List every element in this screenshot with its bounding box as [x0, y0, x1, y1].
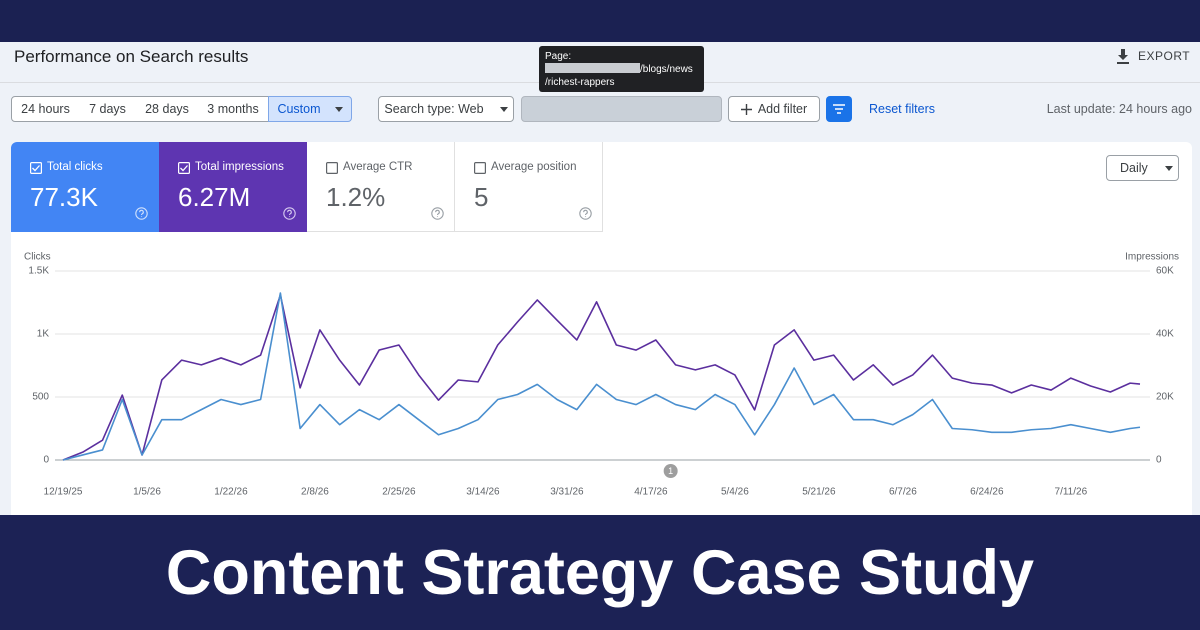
search-type-label: Search type: Web	[384, 102, 484, 116]
x-tick-label: 5/21/26	[802, 487, 836, 498]
range-button[interactable]: 24 hours	[11, 96, 80, 122]
y2-tick-label: 20K	[1156, 392, 1174, 403]
series-line	[62, 294, 1141, 461]
page-title: Performance on Search results	[14, 47, 249, 66]
redacted	[545, 63, 640, 73]
range-button[interactable]: 3 months	[198, 96, 269, 122]
metric-tile[interactable]: Total clicks 77.3K	[11, 142, 159, 232]
range-button-selected[interactable]: Custom	[268, 96, 352, 122]
x-tick-label: 2/25/26	[382, 487, 416, 498]
checkbox	[474, 162, 486, 174]
help-icon[interactable]	[135, 207, 148, 220]
granularity-label: Daily	[1120, 161, 1148, 175]
x-tick-label: 2/8/26	[301, 487, 329, 498]
metric-tile[interactable]: Average CTR 1.2%	[307, 142, 455, 232]
metric-value: 77.3K	[30, 182, 98, 212]
export-button[interactable]: EXPORT	[1116, 46, 1190, 66]
y2-tick-label: 0	[1156, 455, 1162, 466]
search-type-dropdown[interactable]: Search type: Web	[378, 96, 514, 122]
series-line	[62, 292, 1141, 461]
x-tick-label: 6/7/26	[889, 487, 917, 498]
x-tick-label: 6/24/26	[970, 487, 1004, 498]
metric-label: Total clicks	[47, 161, 103, 173]
y-tick-label: 500	[32, 392, 49, 403]
plus-icon	[740, 103, 752, 115]
range-label: Custom	[277, 102, 321, 116]
annotation-label: 1	[668, 466, 673, 476]
metric-label: Average CTR	[343, 161, 413, 173]
y-tick-label: 1K	[37, 329, 50, 340]
metric-label: Total impressions	[195, 161, 284, 173]
y2-tick-label: 60K	[1156, 266, 1174, 277]
help-icon[interactable]	[579, 207, 592, 220]
add-filter-button[interactable]: Add filter	[728, 96, 820, 122]
checkbox-checked	[30, 162, 42, 174]
tooltip-path: /blogs/news	[545, 63, 698, 76]
chart: 0 500 1K 1.5K 0 20K 40K 60K 12/19/25 1/5/26 1/22/2…	[24, 252, 1179, 498]
y-tick-label: 1.5K	[28, 266, 49, 277]
range-button[interactable]: 28 days	[136, 96, 199, 122]
help-icon[interactable]	[431, 207, 444, 220]
help-icon[interactable]	[283, 207, 296, 220]
tooltip-label: Page:	[545, 51, 572, 62]
last-update: Last update: 24 hours ago	[1046, 102, 1192, 116]
reset-filters-link[interactable]: Reset filters	[869, 102, 935, 116]
y2-tick-label: 40K	[1156, 329, 1174, 340]
filter-icon-button[interactable]	[826, 96, 852, 122]
banner: Content Strategy Case Study	[0, 515, 1200, 630]
add-filter-label: Add filter	[757, 102, 808, 116]
dropdown-arrow	[1164, 165, 1173, 171]
export-label: EXPORT	[1138, 49, 1191, 63]
metric-value: 1.2%	[326, 182, 386, 212]
checkbox	[326, 162, 338, 174]
tooltip: Page: /blogs/news /richest-rappers	[539, 46, 704, 92]
metric-value: 6.27M	[178, 182, 251, 212]
download-icon	[1117, 49, 1129, 64]
metric-tile[interactable]: Average position 5	[455, 142, 603, 232]
x-tick-label: 4/17/26	[634, 487, 668, 498]
x-tick-label: 1/22/26	[214, 487, 248, 498]
checkbox-checked	[178, 162, 190, 174]
axis-title: Impressions	[1125, 252, 1179, 263]
x-tick-label: 12/19/25	[44, 487, 83, 498]
x-tick-label: 5/4/26	[721, 487, 749, 498]
annotation-marker	[663, 464, 678, 478]
y-tick-label: 0	[43, 455, 49, 466]
tooltip-path-part: /blogs/news	[640, 64, 693, 75]
dropdown-arrow	[499, 106, 508, 112]
filter-input[interactable]	[521, 96, 722, 122]
x-tick-label: 3/14/26	[466, 487, 500, 498]
metric-value: 5	[474, 182, 489, 212]
x-tick-label: 3/31/26	[550, 487, 584, 498]
dropdown-arrow	[334, 106, 343, 112]
filter-icon	[833, 104, 845, 114]
x-tick-label: 7/11/26	[1055, 487, 1088, 498]
granularity-dropdown[interactable]: Daily	[1106, 155, 1179, 181]
x-tick-label: 1/5/26	[133, 487, 161, 498]
metric-tile[interactable]: Total impressions 6.27M	[159, 142, 307, 232]
tooltip-path-part: /richest-rappers	[545, 77, 615, 88]
axis-title: Clicks	[24, 252, 51, 263]
metric-label: Average position	[491, 161, 577, 173]
banner-title: Content Strategy Case Study	[165, 537, 1035, 608]
